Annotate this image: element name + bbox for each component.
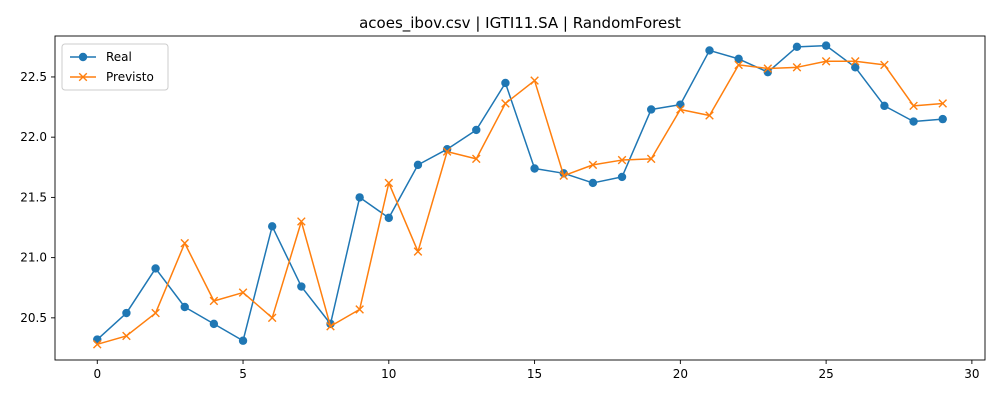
data-point-previsto bbox=[471, 154, 481, 164]
y-tick-label: 20.5 bbox=[20, 311, 47, 325]
data-point-real bbox=[617, 172, 627, 182]
data-point-previsto bbox=[909, 101, 918, 111]
data-point-real bbox=[180, 302, 189, 312]
x-tick-label: 0 bbox=[93, 367, 101, 381]
y-tick-label: 22.5 bbox=[20, 70, 47, 84]
data-point-real bbox=[530, 164, 539, 173]
data-point-real bbox=[880, 101, 889, 111]
data-point-real bbox=[705, 46, 714, 55]
data-point-previsto bbox=[151, 308, 160, 318]
data-point-real bbox=[676, 100, 685, 109]
data-point-previsto bbox=[413, 247, 423, 256]
data-point-real bbox=[442, 145, 452, 154]
data-point-previsto bbox=[326, 321, 335, 331]
data-point-real bbox=[472, 125, 481, 135]
data-point-real bbox=[384, 213, 394, 223]
data-point-real bbox=[851, 63, 860, 72]
y-tick-label: 21.5 bbox=[20, 190, 47, 204]
data-point-previsto bbox=[297, 217, 306, 226]
data-point-previsto bbox=[821, 56, 831, 66]
data-point-previsto bbox=[559, 171, 569, 181]
data-point-previsto bbox=[734, 60, 743, 70]
data-point-previsto bbox=[180, 238, 190, 248]
legend-box bbox=[61, 43, 169, 91]
data-point-previsto bbox=[588, 160, 598, 170]
data-point-real bbox=[355, 193, 364, 202]
data-point-previsto bbox=[122, 331, 131, 341]
x-tick-label: 20 bbox=[673, 367, 688, 381]
data-point-previsto bbox=[267, 313, 277, 323]
legend-marker-previsto bbox=[78, 72, 88, 82]
data-point-previsto bbox=[850, 56, 860, 66]
legend-marker-real bbox=[78, 52, 88, 62]
data-point-previsto bbox=[617, 155, 627, 165]
data-point-real bbox=[93, 335, 102, 344]
data-point-previsto bbox=[355, 305, 364, 314]
data-point-real bbox=[938, 114, 947, 124]
legend-label-real: Real bbox=[106, 50, 132, 64]
legend-label-previsto: Previsto bbox=[106, 70, 154, 84]
data-point-real bbox=[238, 336, 248, 345]
data-point-previsto bbox=[384, 178, 394, 188]
data-point-previsto bbox=[501, 99, 510, 108]
y-tick-label: 22.0 bbox=[20, 130, 47, 144]
data-point-real bbox=[588, 178, 598, 188]
data-point-real bbox=[734, 54, 743, 64]
data-point-real bbox=[297, 282, 306, 291]
data-point-real bbox=[821, 41, 831, 50]
axes: 0 5 10 15 20 25 30 20.5 21.0 21.5 22.0 22.5 bbox=[20, 35, 986, 381]
data-point-previsto bbox=[880, 60, 889, 70]
data-point-previsto bbox=[676, 105, 685, 114]
x-tick-label: 10 bbox=[381, 367, 396, 381]
data-point-real bbox=[151, 264, 160, 273]
data-point-previsto bbox=[763, 64, 773, 73]
data-point-previsto bbox=[792, 63, 802, 72]
data-point-real bbox=[122, 308, 131, 318]
legend: Real Previsto bbox=[61, 43, 169, 91]
data-point-real bbox=[501, 78, 510, 88]
data-point-previsto bbox=[238, 288, 248, 297]
chart-title: acoes_ibov.csv | IGTI11.SA | RandomFores… bbox=[359, 14, 681, 33]
series-line-real bbox=[96, 44, 943, 342]
data-point-previsto bbox=[646, 154, 656, 164]
series-line-previsto bbox=[97, 60, 943, 346]
y-tick-label: 21.0 bbox=[20, 251, 47, 265]
data-point-previsto bbox=[530, 76, 539, 85]
data-point-previsto bbox=[938, 99, 948, 108]
data-point-real bbox=[909, 117, 918, 126]
data-point-real bbox=[267, 222, 277, 231]
data-point-previsto bbox=[92, 340, 102, 349]
data-point-real bbox=[792, 42, 802, 52]
x-tick-label: 5 bbox=[239, 367, 247, 381]
data-point-real bbox=[413, 160, 423, 170]
plot-frame bbox=[54, 35, 986, 361]
data-point-real bbox=[646, 105, 656, 114]
data-point-real bbox=[209, 319, 219, 329]
plot-area bbox=[92, 41, 948, 349]
x-tick-label: 15 bbox=[527, 367, 542, 381]
data-point-previsto bbox=[705, 111, 714, 120]
x-tick-label: 25 bbox=[818, 367, 833, 381]
data-point-previsto bbox=[209, 296, 219, 306]
x-tick-label: 30 bbox=[964, 367, 979, 381]
data-point-previsto bbox=[442, 147, 452, 156]
